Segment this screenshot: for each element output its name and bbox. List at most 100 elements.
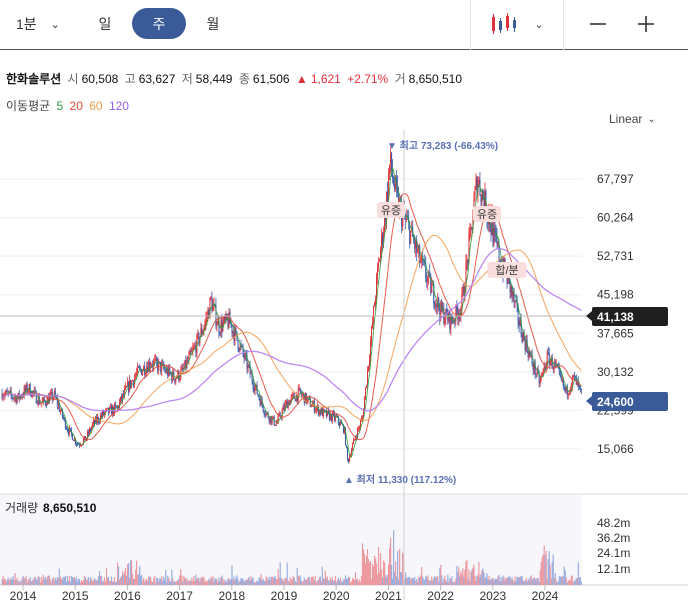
volume-pane-label: 거래량 — [5, 501, 38, 515]
candle-body — [526, 340, 528, 351]
volume-bar — [302, 581, 304, 585]
volume-bar — [255, 581, 257, 585]
event-badge — [487, 262, 527, 278]
candle-body — [234, 328, 236, 342]
volume-bar — [172, 578, 174, 585]
period-dropdown[interactable]: 1분 ⌄ — [6, 0, 76, 48]
candle-body — [170, 372, 172, 374]
candle-body — [315, 407, 317, 410]
volume-bar — [131, 560, 133, 585]
chart-type-dropdown[interactable]: ⌄ — [482, 0, 552, 48]
volume-bar — [95, 580, 98, 585]
volume-bar — [19, 582, 21, 585]
candle-body — [264, 414, 266, 416]
candle-body — [438, 298, 440, 309]
volume-bar — [281, 578, 283, 585]
toolbar-divider — [563, 0, 564, 50]
volume-bar — [424, 579, 426, 585]
candle-body — [580, 388, 582, 391]
volume-bar — [560, 576, 562, 585]
volume-bar — [28, 578, 30, 585]
volume-bar — [457, 572, 459, 585]
candle-body — [260, 398, 262, 406]
volume-bar — [421, 567, 423, 585]
candle-body — [209, 298, 211, 318]
candle-body — [190, 350, 192, 352]
candle-body — [50, 392, 52, 394]
volume-bar — [31, 580, 33, 585]
candle-body — [573, 375, 575, 377]
crosshair-price-tag — [592, 307, 668, 326]
volume-bar — [352, 578, 355, 585]
volume-bar — [359, 582, 362, 585]
zoom-out-button[interactable] — [580, 0, 616, 48]
volume-bar — [17, 582, 19, 585]
ma-20: 20 — [69, 99, 83, 113]
candle-body — [39, 403, 41, 405]
candle-body — [183, 368, 185, 370]
tab-monthly[interactable]: 월 — [183, 0, 243, 48]
volume-bar — [104, 582, 107, 585]
volume-bar — [342, 579, 345, 585]
volume-bar — [313, 580, 315, 585]
ma-120-line — [1, 248, 582, 412]
volume-bar — [405, 572, 407, 585]
candle-body — [211, 297, 213, 312]
volume-bar — [294, 581, 296, 585]
candle-body — [544, 366, 546, 370]
candle-body — [496, 236, 498, 245]
volume-bar — [276, 579, 278, 585]
tab-weekly[interactable]: 주 — [132, 8, 186, 39]
zoom-in-button[interactable] — [628, 0, 664, 48]
volume-bar — [566, 582, 568, 585]
open-label: 시 — [67, 72, 79, 86]
candle-body — [366, 385, 368, 388]
volume-bar — [124, 568, 127, 585]
volume-bar — [323, 578, 325, 585]
x-tick-label: 2018 — [218, 589, 245, 603]
volume-bar — [149, 576, 151, 585]
candle-body — [551, 357, 553, 369]
volume-bar — [33, 577, 35, 585]
candle-body — [64, 418, 66, 429]
volume-bar — [61, 579, 63, 585]
volume-bar — [199, 581, 201, 585]
volume-bar — [44, 576, 46, 585]
volume-bar — [69, 582, 71, 585]
volume-bar — [98, 571, 101, 585]
volume-bar — [279, 562, 281, 585]
candle-body — [328, 411, 330, 420]
candle-body — [458, 314, 460, 320]
tab-daily[interactable]: 일 — [75, 0, 135, 48]
candle-body — [126, 386, 128, 388]
candle-body — [30, 395, 32, 397]
candle-body — [384, 213, 386, 233]
scale-mode-dropdown[interactable]: Linear ⌄ — [609, 112, 656, 126]
volume-bar — [278, 577, 280, 585]
candle-body — [536, 369, 538, 375]
candle-body — [566, 386, 568, 396]
candle-body — [269, 416, 271, 422]
candle-body — [463, 286, 465, 296]
volume-bar — [93, 578, 96, 585]
candle-body — [185, 360, 187, 369]
candle-body — [299, 388, 301, 393]
volume-bar — [14, 573, 16, 585]
volume-bar — [210, 576, 212, 585]
crosshair-price-label: 41,138 — [597, 310, 634, 324]
volume-bar — [230, 578, 232, 585]
volume-bar — [257, 582, 259, 585]
volume-bar — [182, 581, 184, 585]
volume-bar — [212, 575, 214, 585]
volume-bar — [427, 575, 429, 585]
candle-body — [35, 391, 37, 404]
volume-bar — [157, 578, 159, 585]
candle-body — [246, 355, 248, 370]
volume-bar — [339, 578, 342, 585]
volume-bar — [292, 575, 294, 585]
candle-body — [337, 416, 339, 423]
candle-body — [459, 314, 461, 317]
candle-body — [184, 360, 186, 369]
candle-body — [12, 397, 14, 399]
